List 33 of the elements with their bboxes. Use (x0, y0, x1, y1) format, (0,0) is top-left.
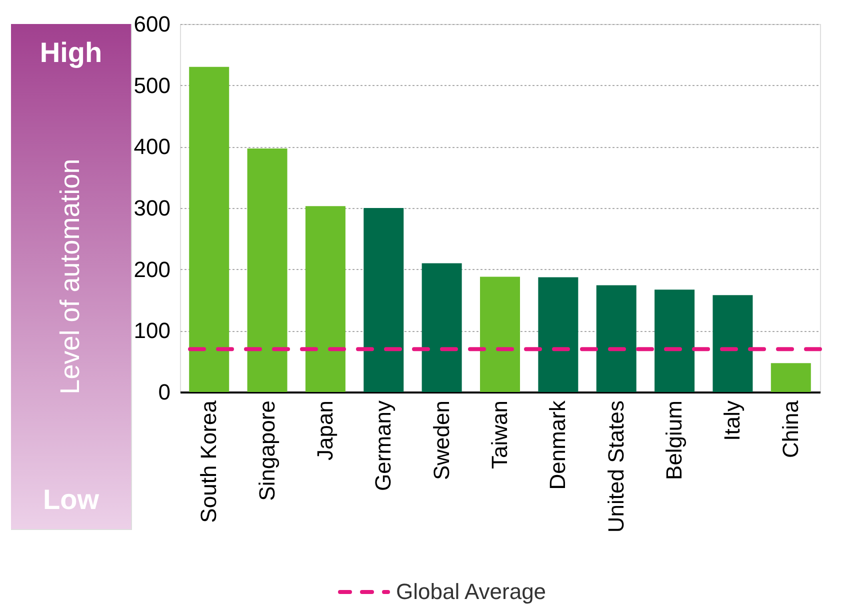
y-tick-label: 100 (134, 318, 170, 344)
bar (247, 148, 288, 392)
text: High (40, 37, 102, 68)
y-tick-label: 0 (158, 380, 170, 404)
bar (596, 285, 636, 392)
y-tick-label: 200 (134, 256, 170, 282)
x-tick-label: China (778, 400, 803, 458)
bar (480, 276, 520, 392)
bar (189, 66, 230, 392)
bar (422, 263, 462, 392)
x-tick-label: Belgium (662, 400, 687, 480)
x-tick-label: Germany (370, 400, 396, 491)
bar (305, 206, 346, 392)
y-tick-label: 500 (134, 72, 170, 98)
x-tick-label: Singapore (254, 400, 280, 501)
y-axis-title: Level of automation (55, 158, 85, 394)
bar (538, 277, 578, 392)
x-tick-label: Taiwan (487, 400, 512, 469)
y-tick-label: 300 (134, 196, 170, 220)
bar (712, 295, 753, 392)
legend-label: Global Average (396, 579, 546, 604)
y-tick-label: 600 (134, 12, 170, 36)
x-tick-label: United States (603, 400, 628, 533)
bar (654, 290, 695, 392)
x-tick-label: Italy (720, 400, 745, 441)
bar (770, 363, 811, 392)
x-tick-label: Denmark (545, 400, 570, 490)
text: Low (43, 484, 100, 515)
x-tick-label: Japan (312, 400, 338, 460)
bar (364, 208, 404, 392)
y-tick-label: 400 (134, 134, 170, 160)
x-tick-label: South Korea (196, 400, 222, 523)
x-tick-label: Sweden (428, 400, 454, 480)
